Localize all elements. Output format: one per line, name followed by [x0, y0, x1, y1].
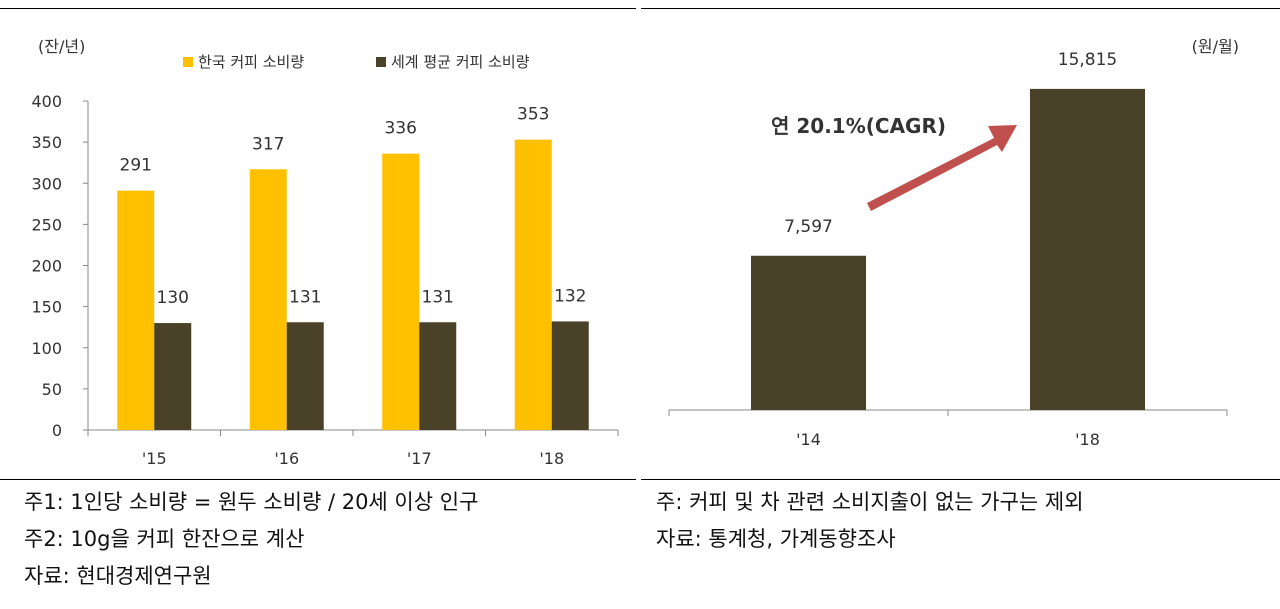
bar-world	[551, 321, 589, 430]
bar	[751, 255, 866, 410]
data-label: 317	[252, 134, 284, 154]
data-label: 291	[120, 156, 152, 176]
y-tick-label: 200	[31, 257, 62, 276]
legend-swatch-korea	[183, 57, 193, 67]
divider-rule	[641, 479, 1280, 480]
bar-korea	[514, 139, 552, 430]
coffee-consumption-chart: (잔/년) 한국 커피 소비량 세계 평균 커피 소비량 0 50 100 150 20…	[31, 37, 619, 468]
top-rule	[0, 8, 636, 9]
source-note: 자료: 현대경제연구원	[24, 564, 212, 588]
cagr-annotation: 연 20.1%(CAGR)	[771, 114, 946, 138]
bar-world	[419, 322, 457, 430]
x-tick-label: '18	[1075, 430, 1100, 449]
y-tick-label: 100	[31, 339, 62, 358]
x-tick-label: '14	[796, 430, 821, 449]
note-2: 주2: 10g을 커피 한잔으로 계산	[24, 527, 305, 551]
left-panel: (잔/년) 한국 커피 소비량 세계 평균 커피 소비량 0 50 100 150 20…	[0, 0, 636, 609]
top-rule	[641, 8, 1280, 9]
notes-right: 주: 커피 및 차 관련 소비지출이 없는 가구는 제외 자료: 통계청, 가계…	[656, 484, 1084, 558]
x-tick-label: '16	[274, 449, 299, 468]
legend-label-world: 세계 평균 커피 소비량	[391, 53, 530, 71]
note-1: 주1: 1인당 소비량 = 원두 소비량 / 20세 이상 인구	[24, 490, 479, 514]
data-label: 336	[385, 119, 417, 139]
y-tick-label: 150	[31, 298, 62, 317]
y-tick-label: 0	[52, 421, 62, 440]
y-unit-label: (잔/년)	[38, 37, 85, 56]
bar-korea	[382, 153, 420, 430]
source-note: 자료: 통계청, 가계동향조사	[656, 527, 896, 551]
y-tick-label: 300	[31, 174, 62, 193]
bar-world	[286, 322, 324, 430]
data-label: 15,815	[1058, 50, 1117, 70]
coffee-spending-chart: (원/월) 7,597 '14 15,815 '18 연 20.1%(CAGR)	[668, 37, 1239, 449]
y-unit-label: (원/월)	[1192, 37, 1239, 56]
y-tick-label: 250	[31, 215, 62, 234]
data-label: 131	[289, 287, 321, 307]
right-panel: (원/월) 7,597 '14 15,815 '18 연 20.1%(CAGR) 주:…	[641, 0, 1280, 609]
x-tick-label: '15	[142, 449, 167, 468]
data-label: 353	[517, 105, 549, 125]
bar-korea	[117, 190, 155, 430]
bar	[1030, 88, 1145, 410]
note-1: 주: 커피 및 차 관련 소비지출이 없는 가구는 제외	[656, 490, 1084, 514]
data-label: 132	[554, 286, 586, 306]
y-tick-label: 50	[42, 380, 62, 399]
bar-korea	[249, 169, 287, 430]
y-tick-label: 400	[31, 92, 62, 111]
bar-world	[154, 323, 192, 430]
legend-label-korea: 한국 커피 소비량	[198, 53, 304, 71]
legend-swatch-world	[376, 57, 386, 67]
x-tick-label: '17	[407, 449, 432, 468]
legend: 한국 커피 소비량 세계 평균 커피 소비량	[183, 53, 530, 71]
data-label: 131	[422, 287, 454, 307]
y-tick-label: 350	[31, 133, 62, 152]
data-label: 130	[157, 288, 189, 308]
data-label: 7,597	[784, 217, 833, 237]
divider-rule	[0, 479, 636, 480]
growth-arrow	[867, 125, 1017, 211]
x-tick-label: '18	[539, 449, 564, 468]
notes-left: 주1: 1인당 소비량 = 원두 소비량 / 20세 이상 인구 주2: 10g…	[24, 484, 478, 595]
